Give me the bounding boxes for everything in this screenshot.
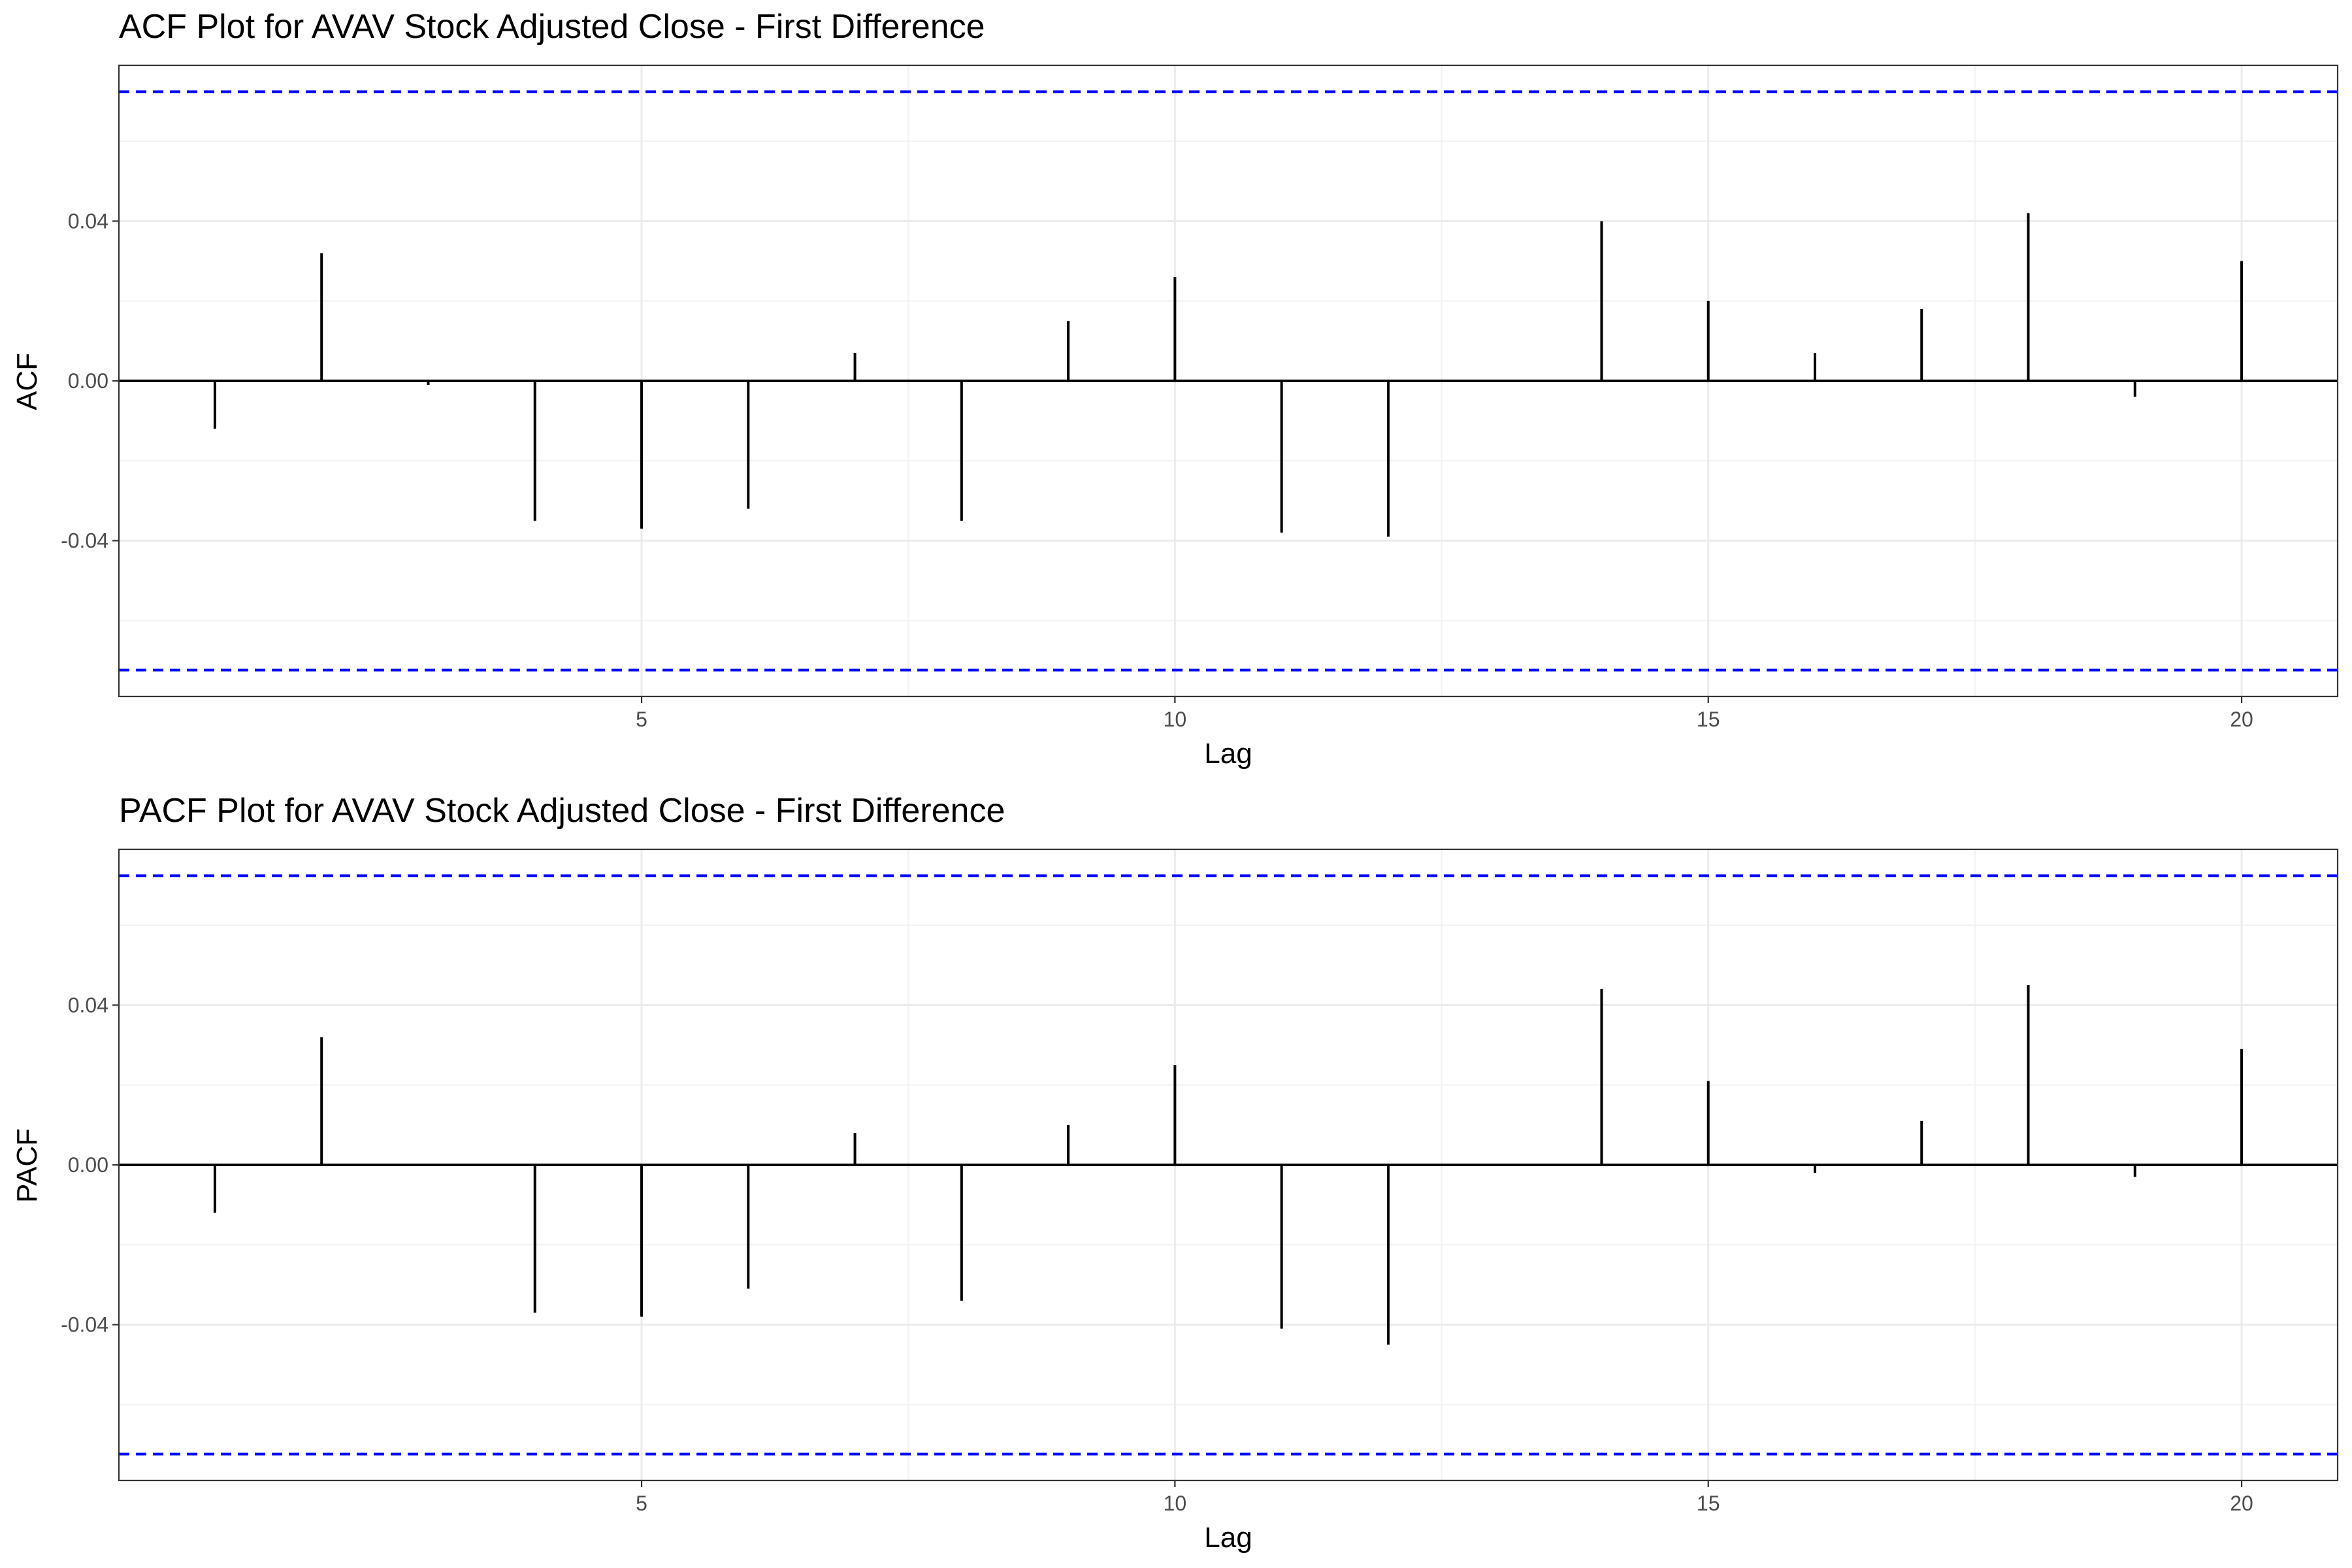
pacf-confidence-bounds (119, 874, 2338, 1456)
pacf-y-tick-label: 0.04 (68, 993, 108, 1017)
pacf-chart-title: PACF Plot for AVAV Stock Adjusted Close … (119, 792, 1005, 830)
pacf-y-axis-title: PACF (11, 1128, 43, 1203)
acf-x-axis-title: Lag (1204, 738, 1252, 770)
pacf-x-axis-title: Lag (1204, 1522, 1252, 1554)
acf-y-tick-label: 0.04 (68, 209, 108, 233)
acf-y-tick-label: 0.00 (68, 369, 108, 393)
pacf-x-tick-label: 15 (1697, 1492, 1720, 1515)
acf-spikes (213, 213, 2244, 537)
acf-y-ticks: -0.04 0.00 0.04 (61, 209, 119, 553)
acf-x-tick-label: 15 (1697, 708, 1720, 731)
pacf-x-tick-label: 10 (1164, 1492, 1187, 1515)
acf-y-axis-title: ACF (11, 353, 43, 410)
pacf-grid (119, 849, 2338, 1480)
acf-confidence-bounds (119, 90, 2338, 672)
acf-y-tick-label: -0.04 (61, 529, 108, 553)
pacf-panel: PACF Plot for AVAV Stock Adjusted Close … (11, 792, 2339, 1554)
acf-x-ticks: 5 10 15 20 (636, 696, 2253, 731)
pacf-x-tick-label: 20 (2230, 1492, 2253, 1515)
pacf-y-tick-label: -0.04 (61, 1313, 108, 1337)
acf-panel: ACF Plot for AVAV Stock Adjusted Close -… (11, 8, 2339, 770)
pacf-y-tick-label: 0.00 (68, 1153, 108, 1177)
acf-x-tick-label: 20 (2230, 708, 2253, 731)
pacf-y-ticks: -0.04 0.00 0.04 (61, 993, 119, 1337)
pacf-spikes (213, 985, 2244, 1345)
acf-chart-title: ACF Plot for AVAV Stock Adjusted Close -… (119, 8, 985, 46)
acf-x-tick-label: 5 (636, 708, 647, 731)
pacf-x-tick-label: 5 (636, 1492, 647, 1515)
pacf-x-ticks: 5 10 15 20 (636, 1480, 2253, 1515)
acf-x-tick-label: 10 (1164, 708, 1187, 731)
